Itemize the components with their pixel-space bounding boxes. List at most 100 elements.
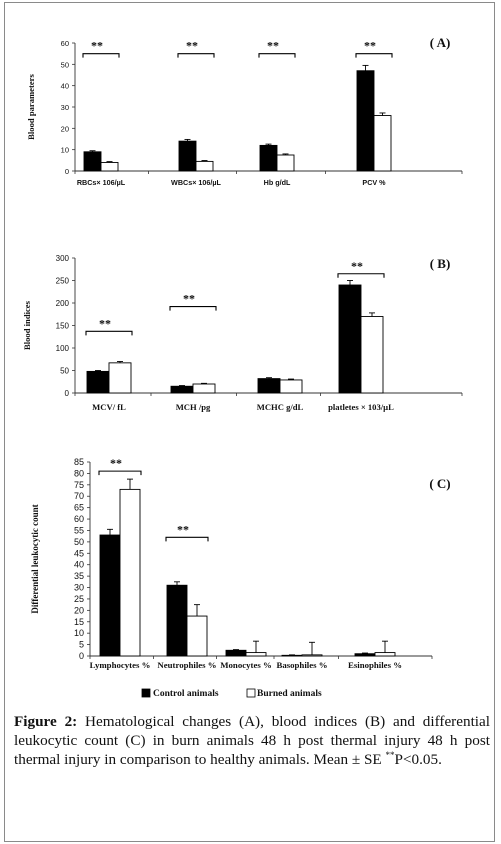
legend-swatch-burned bbox=[246, 688, 256, 698]
panel-c-y-tick-label: 85 bbox=[74, 457, 84, 467]
panel-c-y-tick-label: 40 bbox=[74, 560, 84, 570]
panel-c-bar-control bbox=[281, 654, 303, 657]
caption-sig-text: P<0.05. bbox=[394, 751, 442, 768]
panel-c-y-tick-label: 45 bbox=[74, 548, 84, 558]
panel-b-significance-label: ** bbox=[183, 292, 195, 306]
panel-a-significance-bracket bbox=[355, 53, 393, 58]
panel-c-bar-burned bbox=[119, 488, 141, 657]
panel-c-bar-control bbox=[166, 584, 188, 657]
panel-b-y-tick-label: 0 bbox=[65, 389, 70, 398]
panel-a-bar-control bbox=[83, 151, 102, 172]
panel-b-significance-bracket bbox=[169, 306, 217, 311]
panel-c-y-tick-label: 35 bbox=[74, 571, 84, 581]
panel-a-bar-control bbox=[356, 70, 375, 172]
panel-c-y-tick-label: 20 bbox=[74, 605, 84, 615]
panel-a-bar-burned bbox=[276, 154, 295, 172]
panel-b-y-tick-label: 50 bbox=[60, 367, 69, 376]
panel-a-category-label: PCV % bbox=[362, 178, 386, 187]
panel-c-y-tick-label: 15 bbox=[74, 617, 84, 627]
panel-c-category-label: Esinophiles % bbox=[348, 660, 402, 670]
panel-a-y-tick-label: 50 bbox=[61, 60, 69, 69]
panel-c-bar-burned bbox=[301, 654, 323, 657]
panel-c-y-tick-label: 5 bbox=[79, 640, 84, 650]
panel-c-y-tick-label: 30 bbox=[74, 583, 84, 593]
panel-b-bar-burned bbox=[192, 383, 216, 394]
panel-b-bar-control bbox=[338, 284, 362, 394]
panel-b-bar-control bbox=[170, 385, 194, 394]
legend-swatch-control bbox=[141, 688, 151, 698]
panel-a-significance-label: ** bbox=[186, 39, 198, 53]
figure-caption: Figure 2: Hematological changes (A), blo… bbox=[14, 712, 490, 769]
panel-a-bar-burned bbox=[373, 115, 392, 172]
panel-c-bar-control bbox=[225, 649, 247, 657]
panel-c-y-tick-label: 55 bbox=[74, 525, 84, 535]
panel-c-category-label: Lymphocytes % bbox=[90, 660, 151, 670]
panel-a-significance-label: ** bbox=[364, 39, 376, 53]
panel-c-bar-burned bbox=[245, 652, 267, 657]
caption-text: Hematological changes (A), blood indices… bbox=[14, 713, 490, 768]
panel-c-bar-burned bbox=[374, 652, 396, 657]
panel-c-significance-label: ** bbox=[110, 456, 122, 470]
panel-c-bar-control bbox=[354, 653, 376, 657]
panel-a-category-label: RBCs× 106/µL bbox=[77, 178, 126, 187]
panel-c-y-tick-label: 65 bbox=[74, 503, 84, 513]
panel-b-significance-label: ** bbox=[99, 316, 111, 330]
panel-b-bar-burned bbox=[360, 316, 384, 394]
legend-label-burned: Burned animals bbox=[257, 689, 322, 699]
panel-b-significance-bracket bbox=[337, 273, 385, 278]
panel-b-category-label: MCH /pg bbox=[176, 402, 211, 412]
panel-b-label: ( B) bbox=[430, 256, 451, 271]
panel-a-significance-bracket bbox=[177, 53, 215, 58]
panel-a-bar-control bbox=[259, 144, 278, 172]
panel-a-y-axis-title: Blood parameters bbox=[26, 74, 36, 140]
panel-c-bar-burned bbox=[186, 615, 208, 657]
panel-c-y-tick-label: 0 bbox=[79, 651, 84, 661]
panel-a-label: ( A) bbox=[430, 35, 451, 50]
panel-c-bar-control bbox=[99, 534, 121, 657]
panel-a-y-tick-label: 0 bbox=[65, 167, 69, 176]
panel-a-significance-bracket bbox=[82, 53, 120, 58]
panel-b-significance-label: ** bbox=[351, 259, 363, 273]
panel-a-category-label: WBCs× 106/µL bbox=[171, 178, 221, 187]
panel-b-significance-bracket bbox=[85, 330, 133, 336]
panel-c-y-tick-label: 10 bbox=[74, 628, 84, 638]
panel-b-y-tick-label: 200 bbox=[56, 299, 70, 308]
panel-c-y-tick-label: 70 bbox=[74, 491, 84, 501]
panel-b-y-tick-label: 150 bbox=[56, 322, 70, 331]
panel-a-y-tick-label: 10 bbox=[61, 146, 69, 155]
panel-c-significance-bracket bbox=[98, 470, 142, 476]
panel-c-y-tick-label: 60 bbox=[74, 514, 84, 524]
panel-b-bar-control bbox=[86, 370, 110, 394]
panel-c-y-tick-label: 75 bbox=[74, 480, 84, 490]
panel-a-y-tick-label: 30 bbox=[61, 103, 69, 112]
panel-a-bar-burned bbox=[100, 162, 119, 172]
panel-c-category-label: Basophiles % bbox=[276, 660, 327, 670]
panel-b-y-tick-label: 250 bbox=[56, 277, 70, 286]
panel-c-y-tick-label: 50 bbox=[74, 537, 84, 547]
panel-b-y-tick-label: 300 bbox=[56, 254, 70, 263]
legend-label-control: Control animals bbox=[153, 689, 219, 699]
panel-b-category-label: MCV/ fL bbox=[92, 402, 126, 412]
panel-c-y-axis-title: Differential leukocytic count bbox=[30, 504, 40, 613]
panel-a-bar-control bbox=[178, 140, 197, 172]
panel-a-significance-label: ** bbox=[267, 39, 279, 53]
caption-figure-label: Figure 2: bbox=[14, 713, 78, 730]
panel-a-y-tick-label: 40 bbox=[61, 82, 69, 91]
caption-sig-superscript: ** bbox=[385, 749, 395, 760]
panel-c-significance-label: ** bbox=[177, 522, 189, 536]
panel-b-bar-burned bbox=[279, 379, 303, 394]
panel-b-category-label: MCHC g/dL bbox=[257, 402, 304, 412]
panel-c-category-label: Neutrophiles % bbox=[157, 660, 216, 670]
panel-b-category-label: platletes × 103/µL bbox=[328, 402, 394, 412]
panel-b-y-tick-label: 100 bbox=[56, 344, 70, 353]
panel-b-y-axis-title: Blood indices bbox=[22, 300, 32, 350]
figure-frame bbox=[4, 2, 495, 842]
panel-a-category-label: Hb g/dL bbox=[264, 178, 291, 187]
panel-a-bar-burned bbox=[195, 160, 214, 172]
panel-c-label: ( C) bbox=[429, 476, 450, 491]
panel-b-bar-control bbox=[257, 378, 281, 394]
panel-a-y-tick-label: 20 bbox=[61, 124, 69, 133]
panel-a-significance-label: ** bbox=[91, 39, 103, 53]
panel-c-y-tick-label: 25 bbox=[74, 594, 84, 604]
panel-c-significance-bracket bbox=[165, 536, 209, 542]
